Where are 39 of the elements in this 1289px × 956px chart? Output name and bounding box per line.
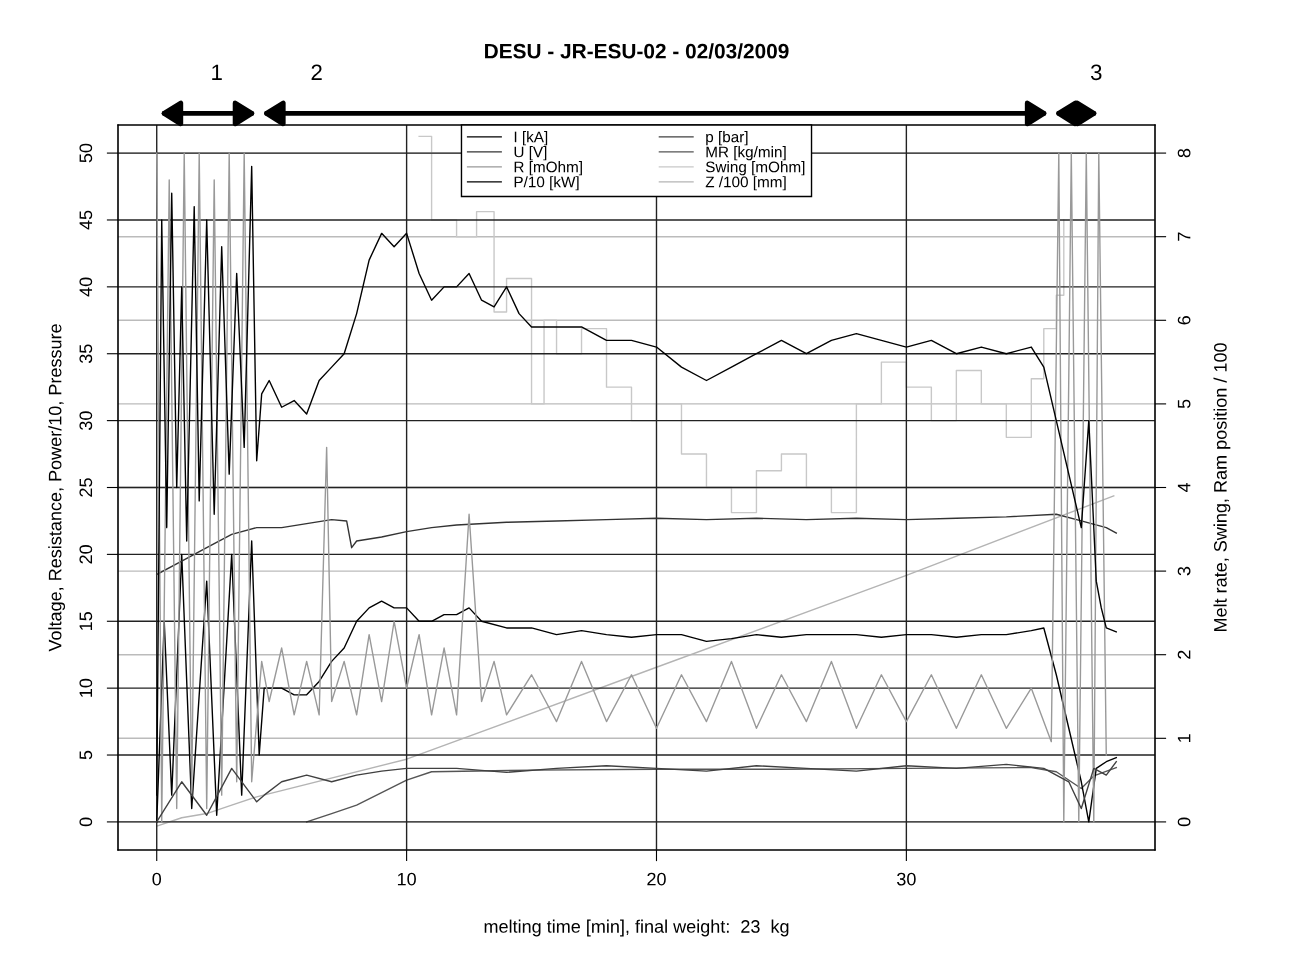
legend-label: I [kA] — [514, 131, 548, 146]
chart-title: DESU - JR-ESU-02 - 02/03/2009 — [485, 43, 789, 59]
y-tick-label: 15 — [79, 611, 93, 630]
y-tick-label: 5 — [79, 750, 93, 760]
y-tick-label: 35 — [79, 344, 93, 364]
y-tick-label: 20 — [79, 545, 93, 564]
y2-tick-label: 1 — [1177, 734, 1191, 742]
y2-tick-label: 4 — [1177, 483, 1191, 493]
x-tick-label: 30 — [897, 872, 916, 886]
y-tick-label: 10 — [79, 678, 93, 697]
legend-label: Swing [mOhm] — [705, 161, 805, 176]
y2-tick-label: 6 — [1177, 316, 1191, 325]
y2-tick-label: 2 — [1177, 650, 1191, 659]
text: 2 — [311, 64, 322, 80]
legend-label: U [V] — [514, 146, 547, 161]
text: 1 — [212, 64, 222, 80]
y-tick-label: 50 — [79, 143, 93, 163]
y2-tick-label: 0 — [1177, 817, 1191, 827]
x-tick-label: 10 — [397, 872, 416, 886]
x-axis-title: melting time [min], final weight: 23 kg — [484, 919, 789, 937]
y2-axis-title: Melt rate, Swing, Ram position / 100 — [1213, 343, 1231, 632]
legend-label: Z /100 [mm] — [705, 176, 786, 191]
x-tick-label: 0 — [152, 872, 162, 886]
legend-label: P/10 [kW] — [514, 176, 579, 191]
y-tick-label: 45 — [79, 210, 93, 230]
y2-tick-label: 5 — [1177, 399, 1191, 409]
x-tick-label: 20 — [647, 872, 666, 886]
y-tick-label: 40 — [79, 277, 93, 297]
legend-label: p [bar] — [706, 131, 748, 146]
y2-tick-label: 7 — [1177, 232, 1191, 241]
y-tick-label: 25 — [79, 478, 93, 497]
y2-tick-label: 3 — [1177, 566, 1191, 576]
legend-label: R [mOhm] — [514, 161, 582, 176]
y2-tick-label: 8 — [1177, 148, 1191, 158]
y-axis-title: Voltage, Resistance, Power/10, Pressure — [48, 324, 66, 652]
legend-label: MR [kg/min] — [706, 146, 786, 161]
y-tick-label: 0 — [79, 817, 93, 827]
text: 3 — [1090, 64, 1102, 81]
y-tick-label: 30 — [79, 411, 93, 430]
